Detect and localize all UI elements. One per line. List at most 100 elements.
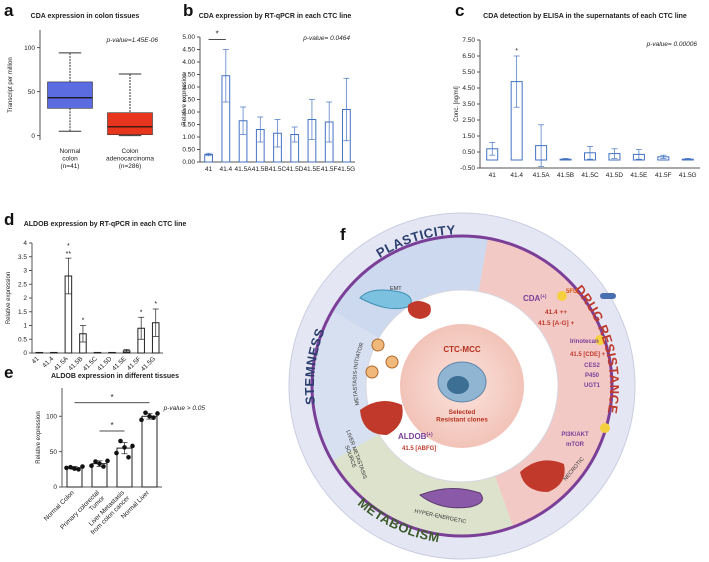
data-point <box>76 467 81 472</box>
y-tick-label: 0.50 <box>182 147 195 154</box>
purple-ring <box>310 234 614 538</box>
panel-letter: a <box>4 1 14 20</box>
significance: * <box>216 30 219 39</box>
data-point <box>97 461 102 466</box>
data-point <box>139 417 144 423</box>
data-point <box>126 455 131 460</box>
x-tick-label: 41.5C <box>581 172 599 179</box>
x-tick-label: 41.5G <box>140 355 157 372</box>
data-point <box>114 450 119 456</box>
cell-icon <box>365 365 379 379</box>
x-tick-label: 41.5F <box>655 172 672 179</box>
x-tick-label: 41.5A <box>53 355 70 372</box>
pill-icon <box>600 293 616 299</box>
y-tick-label: 1.5 <box>18 309 27 316</box>
center-title: CTC-MCC <box>443 345 481 354</box>
x-tick-label: 41 <box>489 172 497 179</box>
x-tick-label: 41.5G <box>679 172 697 179</box>
significance: * <box>110 393 113 402</box>
data-point <box>89 463 94 469</box>
y-tick-label: -0.50 <box>460 165 475 172</box>
y-tick-label: 0.50 <box>462 149 475 156</box>
y-tick-label: 0.5 <box>18 336 27 343</box>
y-tick-label: 2.50 <box>462 117 475 124</box>
y-tick-label: 4.50 <box>182 47 195 54</box>
x-tick-label: 41.4 <box>220 166 233 173</box>
p-value: p-value= 0.00006 <box>646 41 698 48</box>
p-value: p-value= 0.0464 <box>302 35 350 42</box>
significance: * ** <box>66 243 72 258</box>
x-tick-label: 41.5B <box>252 166 269 173</box>
y-tick-label: 0 <box>23 350 27 357</box>
cda-label: CDA(+) <box>523 294 547 303</box>
y-tick-label: 100 <box>46 413 57 420</box>
clone-line: 41.5 [A-G] + <box>538 320 575 327</box>
liver-icon <box>360 401 403 435</box>
y-tick-label: 0.00 <box>182 159 195 166</box>
bar <box>141 415 158 488</box>
y-tick-label: 50 <box>50 449 58 456</box>
data-point <box>101 464 106 469</box>
x-tick-label: 41.5D <box>286 166 304 173</box>
x-tick-label: 41.5E <box>630 172 648 179</box>
y-tick-label: 4.50 <box>462 85 475 92</box>
y-tick-label: 2.50 <box>182 97 195 104</box>
center-subtitle: Selected Resistant clones <box>436 409 488 423</box>
y-tick-label: 7.50 <box>462 37 475 44</box>
data-point <box>118 438 123 444</box>
chart-title: ALDOB expression in different tissues <box>51 373 179 380</box>
drug: Irinotecan <box>570 339 599 345</box>
y-tick-label: 2.5 <box>18 281 27 288</box>
chart-title: CDA detection by ELISA in the supernatan… <box>483 13 687 20</box>
data-point <box>68 464 73 470</box>
y-tick-label: 3.50 <box>462 101 475 108</box>
aldob-sup: (+) <box>426 432 433 438</box>
cell-icon <box>385 355 399 369</box>
x-tick-label: 41.5F <box>321 166 338 173</box>
y-tick-label: 50 <box>28 89 36 96</box>
y-axis-title: Relative expression <box>36 411 42 463</box>
x-tick-label: 41.5E <box>111 355 128 372</box>
data-point <box>147 413 152 419</box>
box <box>107 112 153 136</box>
data-point <box>64 465 69 471</box>
panel-letter: c <box>455 1 464 20</box>
y-tick-label: 3.00 <box>182 84 195 91</box>
emt-cells <box>359 289 412 310</box>
x-tick-label: 41.5A <box>235 166 253 173</box>
x-tick-label: Normal colon (n=41) <box>60 148 82 170</box>
pathway: mTOR <box>566 442 585 448</box>
pathway: PI3K/AKT <box>561 432 589 438</box>
clone-line: 41.5 [CDE] + <box>570 352 606 358</box>
y-axis-title: Conc. [ng/ml] <box>454 86 460 122</box>
significance: * <box>140 309 143 316</box>
bolt-icon <box>600 423 610 433</box>
y-tick-label: 2 <box>23 295 27 302</box>
significance: * <box>154 301 157 308</box>
chart-title: ALDOB expression by RT-qPCR in each CTC … <box>24 221 187 228</box>
nucleus <box>447 376 469 394</box>
y-tick-label: 1.50 <box>182 122 195 129</box>
p-value: p-value > 0.05 <box>163 405 206 412</box>
y-axis-title: Transcript per million <box>8 57 14 112</box>
x-tick-label: 41.5B <box>67 355 84 372</box>
data-point <box>93 459 98 464</box>
data-point <box>122 445 127 450</box>
panel-letter: b <box>183 1 193 20</box>
y-tick-label: 2.00 <box>182 109 195 116</box>
y-tick-label: 3.5 <box>18 254 27 261</box>
chart-title: CDA expression in colon tissues <box>31 13 140 20</box>
note: EMT <box>390 286 402 292</box>
gene: P450 <box>585 373 600 379</box>
aldob-label: ALDOB(+) <box>398 432 433 441</box>
y-tick-label: 6.50 <box>462 53 475 60</box>
y-tick-label: 4.00 <box>182 59 195 66</box>
emt-cell <box>407 301 431 319</box>
x-tick-label: Colon adenocarcinoma (n=286) <box>106 148 154 170</box>
clone-line: 41.5 [ABFG] <box>402 446 436 452</box>
y-tick-label: 1 <box>23 323 27 330</box>
x-tick-label: 41.5A <box>533 172 551 179</box>
y-tick-label: 5.50 <box>462 69 475 76</box>
box <box>47 81 93 109</box>
bolt-icon <box>595 335 605 345</box>
